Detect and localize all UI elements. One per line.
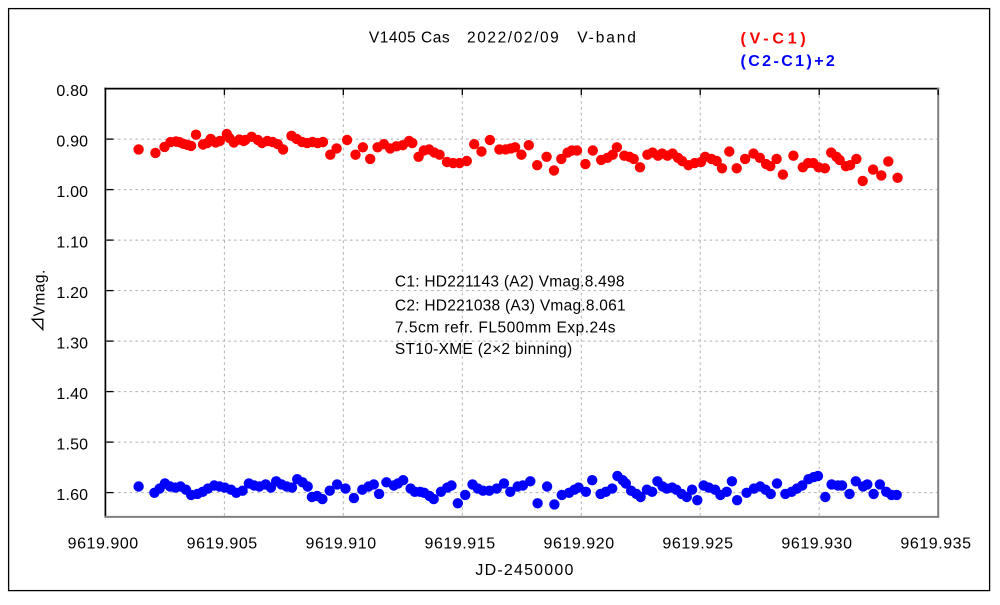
svg-text:1.10: 1.10 [56,234,88,251]
svg-text:9619.915: 9619.915 [425,536,496,553]
svg-text:9619.930: 9619.930 [781,536,852,553]
svg-text:1.50: 1.50 [56,436,88,453]
svg-text:2022/02/09: 2022/02/09 [467,30,560,47]
svg-text:(C2-C1)+2: (C2-C1)+2 [741,53,838,70]
svg-text:9619.925: 9619.925 [662,536,733,553]
svg-text:V1405 Cas: V1405 Cas [369,30,450,47]
svg-text:1.40: 1.40 [56,386,88,403]
svg-text:1.30: 1.30 [56,335,88,352]
svg-text:C2: HD221038 (A3) Vmag.8.061: C2: HD221038 (A3) Vmag.8.061 [395,298,626,315]
svg-text:0.80: 0.80 [56,83,88,100]
svg-text:9619.910: 9619.910 [306,536,377,553]
svg-text:1.00: 1.00 [56,184,88,201]
svg-text:9619.905: 9619.905 [187,536,258,553]
svg-text:1.60: 1.60 [56,487,88,504]
svg-text:ST10-XME (2×2 binning): ST10-XME (2×2 binning) [395,341,573,358]
svg-text:(V-C1): (V-C1) [741,31,810,48]
svg-text:C1: HD221143 (A2) Vmag.8.498: C1: HD221143 (A2) Vmag.8.498 [395,273,625,290]
svg-text:0.90: 0.90 [56,133,88,150]
svg-text:7.5cm refr. FL500mm Exp.24s: 7.5cm refr. FL500mm Exp.24s [395,319,616,336]
svg-text:9619.900: 9619.900 [68,536,139,553]
svg-text:V-band: V-band [577,30,638,47]
svg-text:Vmag.: Vmag. [32,269,49,316]
svg-text:1.20: 1.20 [56,285,88,302]
svg-text:9619.935: 9619.935 [900,536,971,553]
svg-text:9619.920: 9619.920 [544,536,615,553]
svg-text:JD-2450000: JD-2450000 [475,562,574,579]
